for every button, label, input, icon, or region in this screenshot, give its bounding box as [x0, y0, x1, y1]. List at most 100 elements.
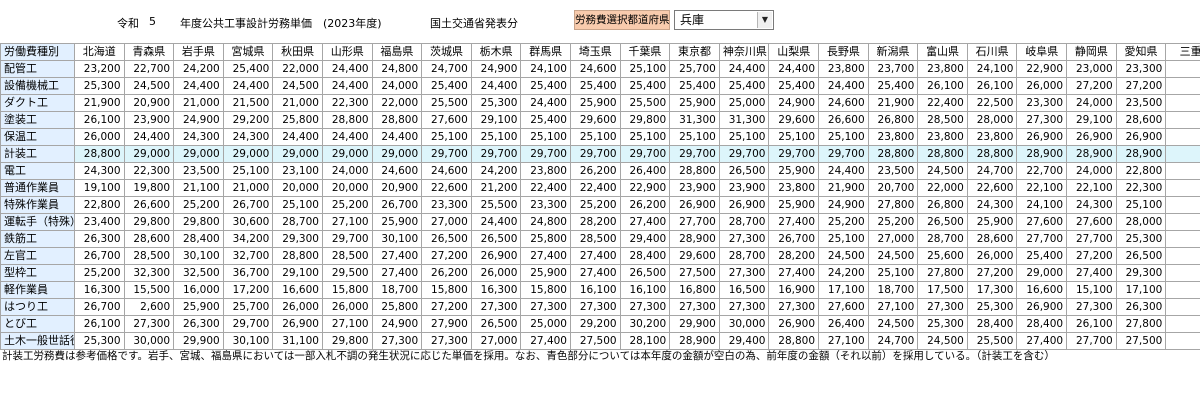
wage-cell[interactable]: 27,100: [818, 332, 869, 350]
wage-cell[interactable]: 24,100: [966, 60, 1018, 78]
wage-cell[interactable]: 25,200: [73, 264, 125, 282]
wage-cell[interactable]: 26,000: [966, 247, 1018, 265]
wage-cell[interactable]: 27,400: [371, 247, 423, 265]
wage-cell[interactable]: 29,300: [272, 230, 323, 248]
wage-cell[interactable]: 27,300: [421, 332, 472, 350]
wage-cell[interactable]: 17,100: [1115, 281, 1167, 299]
wage-cell[interactable]: 22,600: [966, 179, 1018, 197]
wage-cell[interactable]: 31,300: [669, 111, 720, 129]
wage-cell[interactable]: 23,900: [123, 111, 175, 129]
labor-type-cell[interactable]: 土木一般世話役: [0, 332, 75, 350]
wage-cell[interactable]: 26,900: [1115, 128, 1167, 146]
wage-cell[interactable]: 24,100: [520, 60, 571, 78]
wage-cell[interactable]: 27,300: [718, 264, 770, 282]
wage-cell[interactable]: 28,100: [619, 332, 671, 350]
wage-cell[interactable]: 23,900: [669, 179, 720, 197]
wage-cell[interactable]: 30,100: [371, 230, 423, 248]
wage-cell[interactable]: 22,600: [421, 179, 472, 197]
wage-cell[interactable]: 30,600: [222, 213, 274, 231]
wage-cell[interactable]: 27,000: [421, 213, 472, 231]
wage-cell[interactable]: 27,800: [917, 264, 968, 282]
wage-cell[interactable]: 20,900: [123, 94, 175, 112]
labor-type-cell[interactable]: 鉄筋工: [0, 230, 75, 248]
wage-cell[interactable]: 2: [1165, 77, 1200, 95]
wage-cell[interactable]: 30,000: [718, 315, 770, 333]
wage-cell[interactable]: 24,400: [818, 77, 869, 95]
prefecture-header[interactable]: 長野県: [818, 43, 869, 61]
wage-cell[interactable]: 28,900: [669, 230, 720, 248]
labor-type-cell[interactable]: 塗装工: [0, 111, 75, 129]
wage-cell[interactable]: 27,300: [1066, 298, 1117, 316]
wage-cell[interactable]: 24,900: [173, 111, 224, 129]
prefecture-header[interactable]: 岐阜県: [1016, 43, 1068, 61]
wage-cell[interactable]: 29,900: [669, 315, 720, 333]
prefecture-header[interactable]: 富山県: [917, 43, 968, 61]
wage-cell[interactable]: 27,300: [123, 315, 175, 333]
wage-cell[interactable]: 16,600: [1016, 281, 1068, 299]
wage-cell[interactable]: 27,400: [371, 264, 423, 282]
wage-cell[interactable]: 29,800: [321, 332, 373, 350]
wage-cell[interactable]: 26,500: [619, 264, 671, 282]
wage-cell[interactable]: 28,200: [768, 247, 820, 265]
wage-cell[interactable]: 26,700: [73, 247, 125, 265]
wage-cell[interactable]: 27,200: [421, 247, 472, 265]
wage-cell[interactable]: 29,000: [222, 145, 274, 163]
wage-cell[interactable]: 28,800: [272, 247, 323, 265]
wage-cell[interactable]: 25,100: [619, 128, 671, 146]
wage-cell[interactable]: 25,100: [718, 128, 770, 146]
wage-cell[interactable]: 24,300: [222, 128, 274, 146]
wage-cell[interactable]: 25,100: [222, 162, 274, 180]
wage-cell[interactable]: 29,800: [619, 111, 671, 129]
wage-cell[interactable]: 26,500: [470, 230, 522, 248]
labor-type-cell[interactable]: 型枠工: [0, 264, 75, 282]
wage-cell[interactable]: 26,300: [173, 315, 224, 333]
wage-cell[interactable]: 24,300: [73, 162, 125, 180]
wage-cell[interactable]: 28,800: [73, 145, 125, 163]
wage-cell[interactable]: 25,700: [222, 298, 274, 316]
wage-cell[interactable]: 23,800: [917, 60, 968, 78]
wage-cell[interactable]: 25,900: [173, 298, 224, 316]
wage-cell[interactable]: 25,100: [1115, 196, 1167, 214]
wage-cell[interactable]: 24,400: [470, 213, 522, 231]
wage-cell[interactable]: 25,700: [669, 60, 720, 78]
wage-cell[interactable]: 31,100: [272, 332, 323, 350]
wage-cell[interactable]: 26,400: [619, 162, 671, 180]
wage-cell[interactable]: 23,200: [73, 60, 125, 78]
wage-cell[interactable]: 26,100: [966, 77, 1018, 95]
wage-cell[interactable]: 28,600: [123, 230, 175, 248]
wage-cell[interactable]: 25,900: [768, 196, 820, 214]
wage-cell[interactable]: 25,800: [520, 230, 571, 248]
wage-cell[interactable]: 26,900: [1066, 128, 1117, 146]
wage-cell[interactable]: 25,200: [173, 196, 224, 214]
wage-cell[interactable]: 26,200: [421, 264, 472, 282]
wage-cell[interactable]: 24,400: [818, 162, 869, 180]
prefecture-header[interactable]: 石川県: [966, 43, 1018, 61]
wage-cell[interactable]: 27,100: [321, 315, 373, 333]
wage-cell[interactable]: 16,100: [570, 281, 621, 299]
wage-cell[interactable]: 26,900: [272, 315, 323, 333]
wage-cell[interactable]: 29,600: [570, 111, 621, 129]
wage-cell[interactable]: 24,700: [966, 162, 1018, 180]
wage-cell[interactable]: 27,200: [1066, 77, 1117, 95]
wage-cell[interactable]: 22,800: [1115, 162, 1167, 180]
wage-cell[interactable]: 24,500: [867, 247, 919, 265]
wage-cell[interactable]: 26,500: [421, 230, 472, 248]
wage-cell[interactable]: 15,800: [421, 281, 472, 299]
wage-cell[interactable]: 20,000: [321, 179, 373, 197]
labor-type-cell[interactable]: 設備機械工: [0, 77, 75, 95]
wage-cell[interactable]: 24,500: [123, 77, 175, 95]
wage-cell[interactable]: 24,400: [123, 128, 175, 146]
wage-cell[interactable]: 23,900: [718, 179, 770, 197]
wage-cell[interactable]: 26,100: [73, 315, 125, 333]
wage-cell[interactable]: 28,700: [272, 213, 323, 231]
wage-cell[interactable]: 25,900: [570, 94, 621, 112]
wage-cell[interactable]: 2: [1165, 332, 1200, 350]
wage-cell[interactable]: 23,100: [272, 162, 323, 180]
wage-cell[interactable]: 29,100: [272, 264, 323, 282]
wage-cell[interactable]: 30,100: [173, 247, 224, 265]
wage-cell[interactable]: 26,300: [73, 230, 125, 248]
wage-cell[interactable]: 24,200: [818, 264, 869, 282]
wage-cell[interactable]: 22,400: [520, 179, 571, 197]
prefecture-header[interactable]: 群馬県: [520, 43, 571, 61]
wage-cell[interactable]: 24,300: [1066, 196, 1117, 214]
